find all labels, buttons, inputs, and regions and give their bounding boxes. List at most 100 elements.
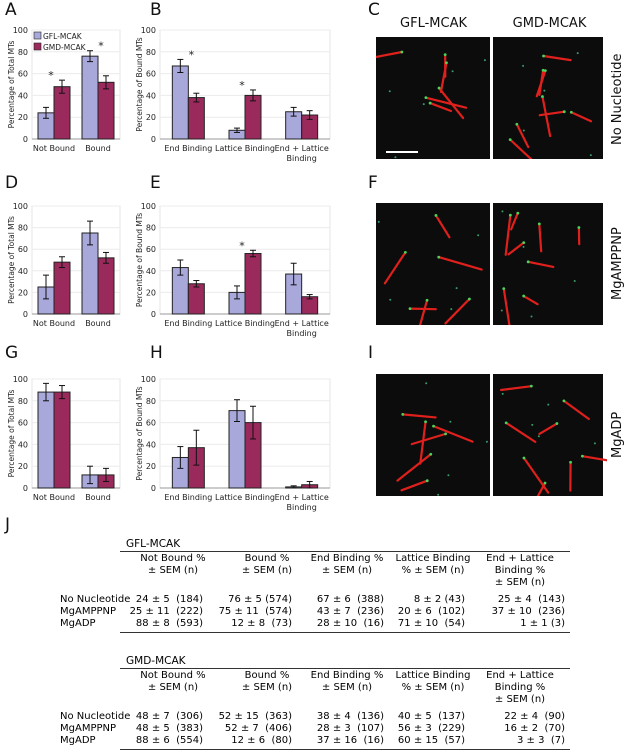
table-cell: 20 ± 6 (102) — [397, 606, 465, 617]
column-header-line: ± SEM (n) — [494, 577, 546, 588]
y-tick-label: 80 — [18, 397, 28, 406]
legend-label: GFL-MCAK — [43, 32, 83, 41]
table-cell: 8 ± 2 (43) — [413, 594, 465, 605]
mcak-puncta — [522, 294, 526, 298]
y-axis-label: Percentage of Total MTs — [7, 41, 16, 129]
microtubule — [400, 479, 429, 492]
y-tick-label: 40 — [18, 91, 28, 100]
mcak-puncta — [504, 421, 508, 425]
mcak-puncta — [542, 54, 545, 58]
mcak-puncta — [483, 59, 486, 62]
column-header-line: Lattice Binding — [395, 670, 471, 681]
mcak-puncta — [403, 250, 407, 254]
x-tick-label: Binding — [287, 503, 317, 512]
y-tick-label: 40 — [146, 91, 156, 100]
micrograph-gfl-1 — [376, 203, 490, 330]
table-rule — [120, 551, 570, 552]
mcak-puncta — [451, 70, 454, 73]
mcak-puncta — [425, 382, 428, 385]
significance-asterisk: * — [98, 40, 104, 53]
microtubule — [500, 385, 533, 392]
mcak-puncta — [516, 211, 520, 215]
mcak-puncta — [569, 110, 573, 114]
bar-gfl — [171, 65, 189, 140]
mcak-puncta — [543, 69, 547, 73]
mcak-puncta — [522, 129, 525, 132]
column-header: Bound % ± SEM (n) — [222, 553, 312, 577]
x-tick-label: End + Lattice — [275, 493, 329, 502]
table-title: GMD-MCAK — [126, 655, 186, 667]
mcak-puncta — [569, 460, 572, 464]
column-header: Not Bound % ± SEM (n) — [128, 553, 218, 577]
y-tick-label: 20 — [18, 462, 28, 471]
x-tick-label: Lattice Binding — [215, 144, 275, 153]
microtubule — [538, 222, 543, 253]
mcak-puncta — [530, 315, 533, 318]
column-header-line: % ± SEM (n) — [401, 682, 465, 693]
y-axis-label: Percentage of Total MTs — [7, 390, 16, 478]
microtubule — [570, 111, 593, 123]
mcak-puncta — [377, 220, 380, 223]
y-tick-label: 100 — [13, 375, 28, 384]
column-header: Lattice Binding% ± SEM (n) — [388, 553, 478, 577]
mcak-puncta — [449, 420, 452, 423]
y-tick-label: 20 — [18, 113, 28, 122]
column-header-line: Binding % — [494, 682, 546, 693]
significance-asterisk: * — [189, 48, 195, 61]
y-axis-label: Percentage of Bound MTs — [135, 386, 144, 480]
column-header-line: ± SEM (n) — [321, 565, 373, 576]
bar-gmd — [97, 257, 115, 315]
y-tick-label: 60 — [18, 419, 28, 428]
panel-letter-c: C — [368, 0, 380, 20]
panel-letter-i: I — [368, 343, 374, 363]
column-header-line: Lattice Binding — [395, 553, 471, 564]
table-cell: 28 ± 3 (107) — [316, 723, 384, 734]
row-label-no-nucleotide: No Nucleotide — [610, 53, 625, 145]
y-tick-label: 60 — [18, 245, 28, 254]
mcak-puncta — [589, 154, 592, 157]
column-header-line: ± SEM (n) — [147, 565, 199, 576]
microtubule — [383, 251, 407, 285]
significance-asterisk: * — [239, 239, 245, 252]
bar-gmd — [244, 94, 262, 140]
microtubule — [562, 399, 590, 421]
table-cell: 48 ± 7 (306) — [135, 711, 203, 722]
mcak-puncta — [401, 413, 405, 416]
mcak-puncta — [394, 156, 397, 159]
micrograph-gfl-0 — [357, 37, 490, 159]
microtubule — [538, 110, 566, 117]
column-header-line: % ± SEM (n) — [401, 565, 465, 576]
mcak-puncta — [526, 260, 530, 264]
microtubule — [444, 297, 471, 325]
column-header: Bound % ± SEM (n) — [222, 670, 312, 694]
mcak-puncta — [424, 96, 428, 100]
table-cell: 88 ± 8 (593) — [135, 618, 203, 629]
table-rule — [120, 749, 570, 750]
column-header-line: Binding % — [494, 565, 546, 576]
column-header: Not Bound % ± SEM (n) — [128, 670, 218, 694]
y-axis-label: Percentage of Bound MTs — [135, 37, 144, 131]
column-header-line: ± SEM (n) — [147, 682, 199, 693]
row-label: MgAMPPNP — [60, 606, 117, 617]
microtubule — [581, 455, 610, 462]
x-tick-label: Bound — [85, 319, 111, 328]
mcak-puncta — [531, 423, 534, 426]
table-rule — [120, 632, 570, 633]
column-header-line: Bound % — [244, 670, 290, 681]
mcak-puncta — [576, 52, 579, 55]
x-tick-label: Lattice Binding — [215, 493, 275, 502]
legend-swatch — [33, 42, 42, 51]
panel-letter-g: G — [5, 343, 19, 363]
table-cell: 52 ± 15 (363) — [218, 711, 292, 722]
microtubule — [439, 61, 448, 93]
microtubule — [535, 69, 547, 98]
significance-asterisk: * — [48, 69, 54, 82]
mcak-puncta — [400, 50, 404, 54]
bar-gfl — [37, 391, 55, 489]
chart-b: 0 20 40 60 80 100 Percentage of Bound MTs * End … — [135, 26, 331, 163]
mcak-puncta — [428, 101, 432, 105]
mcak-puncta — [515, 122, 519, 126]
microtubule — [429, 101, 453, 113]
microtubule — [424, 96, 468, 109]
